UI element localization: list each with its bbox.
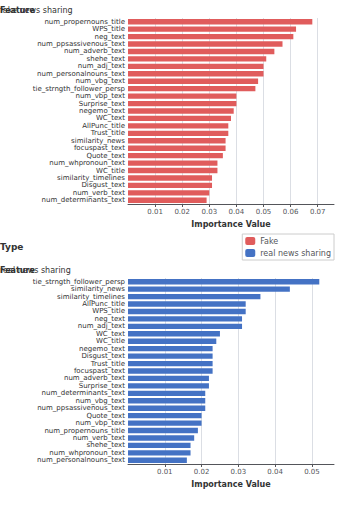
svg-text:Quote_text: Quote_text [86,151,125,160]
svg-text:num_whpronoun_text: num_whpronoun_text [49,159,125,168]
svg-text:similarity_timelines: similarity_timelines [57,292,125,301]
svg-text:similarity_news: similarity_news [71,285,125,294]
svg-text:negemo_text: negemo_text [79,107,125,115]
svg-text:0.05: 0.05 [304,468,320,476]
svg-text:real news sharing: real news sharing [0,266,71,275]
svg-text:0.04: 0.04 [229,208,245,216]
svg-text:num_adj_text: num_adj_text [77,322,125,331]
svg-text:0.02: 0.02 [194,468,210,476]
svg-text:shehe_text: shehe_text [86,441,125,450]
svg-text:Quote_text: Quote_text [86,411,125,420]
svg-text:tie_strngth_follower_persp: tie_strngth_follower_persp [32,84,125,93]
svg-text:tie_strngth_follower_persp: tie_strngth_follower_persp [32,277,125,286]
svg-text:Surprise_text: Surprise_text [78,381,125,390]
svg-text:Disgust_text: Disgust_text [81,352,125,361]
svg-text:0.01: 0.01 [157,468,173,476]
svg-text:neg_text: neg_text [94,314,125,323]
svg-text:WPS_title: WPS_title [92,307,125,316]
svg-text:Trust_title: Trust_title [90,359,125,368]
svg-text:similarity_news: similarity_news [71,136,125,145]
svg-text:Importance Value: Importance Value [191,220,271,229]
svg-text:similarity_timelines: similarity_timelines [57,174,125,182]
svg-text:AllPunc_title: AllPunc_title [82,300,125,308]
svg-text:real news sharing: real news sharing [260,249,331,258]
svg-text:Fake: Fake [260,237,278,246]
svg-text:num_ppsassivenous_text: num_ppsassivenous_text [37,404,125,413]
svg-text:num_vbg_text: num_vbg_text [75,77,125,86]
svg-text:0.03: 0.03 [202,208,218,216]
svg-text:focuspast_text: focuspast_text [73,367,125,375]
svg-text:WC_text: WC_text [95,114,125,123]
svg-text:num_personalnouns_text: num_personalnouns_text [37,69,125,78]
svg-text:AllPunc_title: AllPunc_title [82,121,125,130]
svg-text:num_adverb_text: num_adverb_text [64,47,125,56]
svg-text:shehe_text: shehe_text [86,54,125,63]
svg-text:neg_text: neg_text [94,32,125,41]
svg-text:Importance Value: Importance Value [191,480,271,489]
svg-text:0.05: 0.05 [256,208,272,216]
svg-text:num_propernouns_title: num_propernouns_title [44,426,125,435]
svg-text:0.01: 0.01 [147,208,163,216]
svg-text:fake news sharing: fake news sharing [0,6,73,15]
svg-text:focuspast_text: focuspast_text [73,144,125,153]
svg-text:num_determinants_text: num_determinants_text [41,389,125,398]
svg-text:num_verb_text: num_verb_text [72,188,125,197]
svg-text:num_vbg_text: num_vbg_text [75,396,125,405]
svg-text:num_adverb_text: num_adverb_text [64,374,125,383]
svg-text:0.03: 0.03 [231,468,247,476]
svg-text:num_verb_text: num_verb_text [72,434,125,442]
svg-text:WC_title: WC_title [96,166,125,175]
svg-text:num_vbp_text: num_vbp_text [75,419,125,428]
svg-text:0.02: 0.02 [174,208,190,216]
svg-text:num_vbp_text: num_vbp_text [75,92,125,101]
svg-text:Surprise_text: Surprise_text [78,99,125,108]
svg-text:num_personalnouns_text: num_personalnouns_text [37,456,125,464]
svg-text:WPS_title: WPS_title [92,25,125,34]
svg-text:WC_title: WC_title [96,337,125,346]
svg-text:Disgust_text: Disgust_text [81,181,125,190]
svg-text:num_propernouns_title: num_propernouns_title [44,17,125,26]
svg-text:num_whpronoun_text: num_whpronoun_text [49,448,125,457]
svg-text:num_adj_text: num_adj_text [77,62,125,71]
svg-text:negemo_text: negemo_text [79,344,125,353]
svg-text:Type: Type [0,242,23,252]
svg-text:0.06: 0.06 [283,208,299,216]
svg-text:num_ppsassivenous_text: num_ppsassivenous_text [37,40,125,48]
svg-text:0.04: 0.04 [267,468,283,476]
svg-text:num_determinants_text: num_determinants_text [42,196,126,204]
svg-text:Trust_title: Trust_title [90,129,125,138]
svg-text:0.07: 0.07 [310,208,326,216]
svg-text:WC_text: WC_text [95,329,125,338]
